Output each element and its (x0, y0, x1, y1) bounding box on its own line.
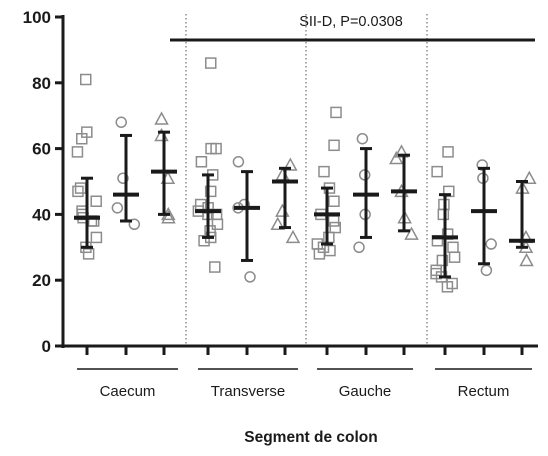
significance-annotation: SII-D, P=0.0308 (170, 14, 535, 42)
square-point (437, 208, 450, 221)
y-tick-label: 0 (42, 337, 51, 356)
square-point (447, 241, 459, 254)
square-point (205, 57, 217, 69)
square-point (330, 106, 342, 119)
square-point (443, 185, 455, 198)
square-point (90, 195, 102, 207)
square-point (436, 254, 449, 267)
y-tick-label: 80 (32, 74, 51, 93)
square-point (72, 185, 84, 198)
x-axis-groups: Caecum Transverse Gauche Rectum (77, 347, 532, 400)
square-point (329, 221, 342, 234)
y-axis: 0 20 40 60 80 100 (23, 8, 538, 356)
circle-point (244, 271, 256, 283)
circle-point (232, 156, 245, 168)
significance-text: SII-D, P=0.0308 (299, 14, 403, 30)
square-point (313, 248, 326, 260)
square-point (441, 281, 454, 293)
circle-point (115, 116, 127, 129)
triangle-point (404, 226, 419, 240)
mean-sd-bars (74, 130, 535, 279)
square-point (318, 165, 330, 178)
square-point (328, 139, 340, 152)
y-tick-label: 60 (32, 140, 51, 159)
triangle-point (285, 229, 301, 244)
group-label: Caecum (100, 383, 156, 400)
square-point (311, 238, 324, 250)
square-point (194, 198, 207, 211)
group-label: Transverse (211, 383, 285, 400)
square-point (195, 156, 208, 168)
circle-point (353, 241, 365, 254)
circle-point (480, 264, 493, 277)
x-axis-title: Segment de colon (244, 429, 378, 446)
square-point (317, 241, 330, 254)
square-point (74, 182, 87, 194)
triangle-point (283, 157, 298, 171)
square-point (80, 73, 92, 86)
square-point (198, 234, 210, 247)
circle-point (476, 159, 488, 171)
square-point (82, 248, 95, 260)
triangle-point (394, 144, 409, 158)
circle-point (485, 238, 497, 250)
triangle-point (389, 150, 404, 165)
circle-point (111, 202, 124, 214)
data-points (71, 57, 537, 293)
square-point (209, 261, 221, 273)
square-point (448, 251, 461, 263)
y-tick-label: 100 (23, 8, 51, 27)
triangle-point (522, 170, 537, 184)
circle-point (117, 172, 129, 184)
group-separators (185, 14, 428, 346)
square-point (328, 195, 340, 207)
square-point (76, 132, 88, 145)
triangle-point (270, 216, 286, 231)
square-point (431, 165, 443, 178)
triangle-point (154, 111, 169, 125)
y-tick-label: 20 (32, 271, 51, 290)
square-point (71, 146, 84, 158)
square-point (211, 218, 224, 231)
triangle-point (161, 210, 176, 224)
square-point (323, 231, 335, 244)
circle-point (356, 132, 369, 145)
circle-point (128, 218, 141, 231)
square-point (204, 225, 216, 237)
square-point (442, 146, 454, 158)
square-point (90, 231, 103, 244)
y-tick-label: 40 (32, 205, 51, 224)
group-label: Gauche (339, 383, 392, 400)
triangle-point (275, 203, 290, 217)
square-point (204, 185, 217, 198)
square-point (205, 142, 217, 155)
group-label: Rectum (458, 383, 510, 400)
square-point (324, 244, 336, 257)
triangle-point (519, 252, 534, 267)
